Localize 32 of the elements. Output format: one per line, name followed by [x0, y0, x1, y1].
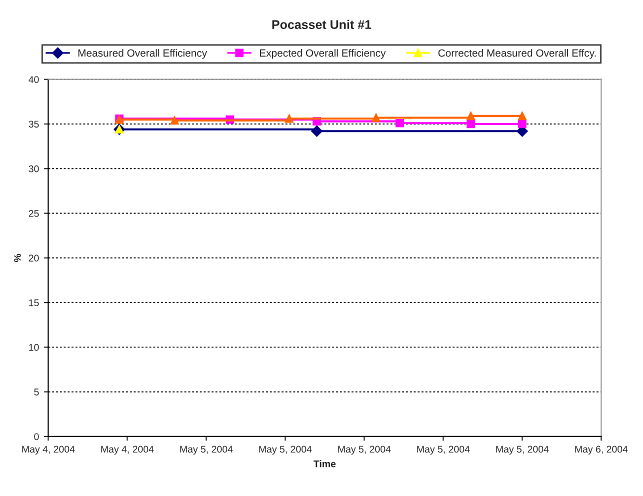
point — [170, 116, 179, 125]
point — [518, 120, 526, 128]
legend-label: Corrected Measured Overall Effcy. — [438, 49, 596, 59]
x-tick-label: May 6, 2004 — [575, 446, 628, 455]
y-axis-title: % — [14, 254, 21, 262]
point — [466, 112, 476, 120]
y-tick-label: 20 — [28, 254, 39, 262]
legend-label: Measured Overall Efficiency — [78, 49, 208, 59]
x-tick-label: May 5, 2004 — [496, 446, 549, 455]
y-tick-label: 25 — [28, 210, 39, 217]
point — [466, 120, 476, 128]
x-tick-label: May 5, 2004 — [180, 446, 233, 455]
y-tick-label: 0 — [34, 433, 39, 440]
y-tick-label: 35 — [28, 120, 39, 128]
legend-label: Expected Overall Efficiency — [260, 49, 386, 59]
x-tick-label: May 5, 2004 — [417, 446, 470, 455]
y-tick-label: 15 — [29, 299, 39, 306]
y-tick-label: 5 — [34, 388, 39, 396]
chart-title: Pocasset Unit #1 — [272, 20, 372, 30]
x-tick-label: May 5, 2004 — [338, 446, 391, 455]
point — [396, 118, 404, 128]
x-tick-label: May 4, 2004 — [22, 446, 75, 455]
x-tick-label: May 4, 2004 — [101, 446, 154, 455]
y-tick-label: 40 — [28, 76, 39, 83]
y-tick-label: 10 — [29, 344, 39, 351]
x-axis-title: Time — [314, 460, 336, 468]
point — [372, 114, 380, 122]
point — [518, 112, 526, 120]
y-tick-label: 30 — [28, 165, 39, 172]
point — [285, 114, 294, 123]
point — [311, 126, 322, 137]
x-tick-label: May 5, 2004 — [259, 446, 312, 455]
